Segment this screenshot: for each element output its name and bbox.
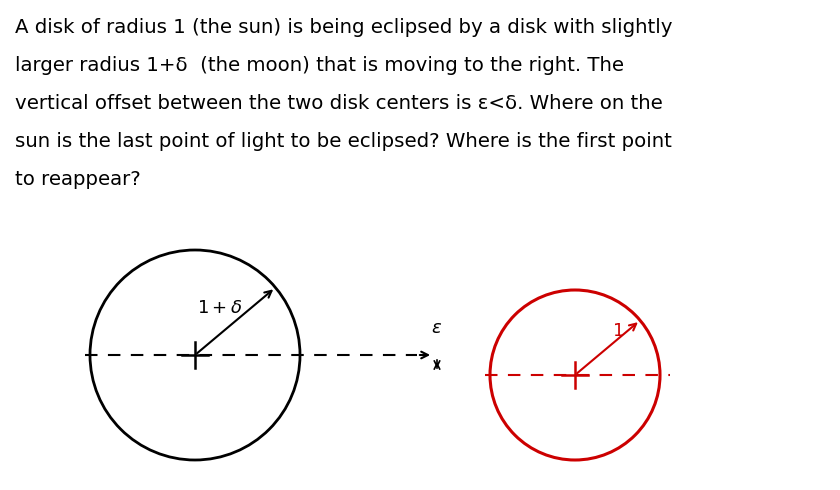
Text: larger radius 1+δ  (the moon) that is moving to the right. The: larger radius 1+δ (the moon) that is mov… bbox=[15, 56, 624, 75]
Text: $\varepsilon$: $\varepsilon$ bbox=[431, 319, 442, 337]
Text: to reappear?: to reappear? bbox=[15, 170, 141, 189]
Text: $1 + \delta$: $1 + \delta$ bbox=[197, 299, 243, 317]
Text: $1$: $1$ bbox=[612, 321, 623, 340]
Text: A disk of radius 1 (the sun) is being eclipsed by a disk with slightly: A disk of radius 1 (the sun) is being ec… bbox=[15, 18, 673, 37]
Text: vertical offset between the two disk centers is ε<δ. Where on the: vertical offset between the two disk cen… bbox=[15, 94, 663, 113]
Text: sun is the last point of light to be eclipsed? Where is the first point: sun is the last point of light to be ecl… bbox=[15, 132, 672, 151]
